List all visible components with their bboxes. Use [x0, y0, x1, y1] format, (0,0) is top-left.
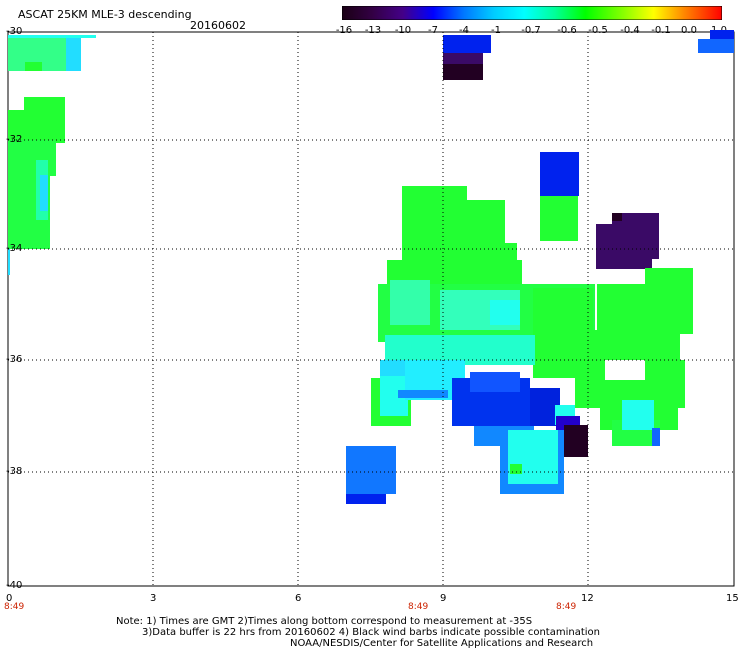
map-date: 20160602 — [190, 19, 246, 32]
data-patch — [8, 140, 56, 176]
colorbar-tick: -13 — [364, 25, 382, 36]
credit-line: NOAA/NESDIS/Center for Satellite Applica… — [290, 638, 594, 649]
colorbar-tick: -4 — [459, 25, 469, 36]
data-patch — [710, 30, 734, 39]
time-label: 8:49 — [556, 602, 577, 612]
colorbar-tick: -16 — [335, 25, 353, 36]
note-line-2: 3)Data buffer is 22 hrs from 20160602 4)… — [142, 627, 600, 638]
data-patch — [8, 35, 96, 38]
data-patch — [66, 38, 81, 71]
colorbar-tick: -0.5 — [588, 25, 608, 36]
time-label: 8:49 — [4, 602, 25, 612]
note-line-1: Note: 1) Times are GMT 2)Times along bot… — [116, 616, 533, 627]
data-patch — [540, 196, 578, 241]
lat-label: -32 — [6, 134, 23, 145]
lat-label: -34 — [6, 243, 23, 254]
data-patch — [443, 64, 483, 80]
data-patches — [8, 30, 734, 504]
data-patch — [8, 110, 65, 140]
data-patch — [612, 213, 622, 221]
lon-label: 0 — [6, 593, 13, 604]
map-title: ASCAT 25KM MLE-3 descending — [18, 8, 192, 21]
lon-label: 6 — [295, 593, 302, 604]
lon-label: 3 — [150, 593, 157, 604]
data-patch — [402, 186, 467, 266]
data-patch — [596, 224, 652, 269]
data-patch — [8, 249, 10, 275]
data-patch — [470, 372, 520, 392]
lat-label: -30 — [6, 26, 23, 37]
time-label: 8:49 — [408, 602, 429, 612]
data-patch — [346, 494, 386, 504]
lon-label: 15 — [726, 593, 739, 604]
data-patch — [490, 300, 520, 325]
data-patch — [390, 280, 430, 325]
colorbar-tick: -0.7 — [521, 25, 541, 36]
colorbar-tick: -10 — [394, 25, 412, 36]
lat-label: -38 — [6, 466, 23, 477]
lon-label: 9 — [440, 593, 447, 604]
data-patch — [605, 360, 645, 380]
data-patch — [588, 330, 680, 360]
colorbar-tick: -0.4 — [620, 25, 640, 36]
data-patch — [25, 62, 42, 71]
data-patch — [398, 390, 448, 398]
data-patch — [40, 175, 48, 211]
colorbar-tick: -1 — [491, 25, 501, 36]
data-patch — [443, 53, 483, 64]
data-patch — [467, 200, 505, 266]
plot-frame — [7, 31, 735, 587]
data-patch — [645, 268, 693, 334]
lon-label: 12 — [581, 593, 594, 604]
data-patch — [443, 35, 491, 53]
data-patch — [346, 446, 396, 494]
colorbar-tick: -0.1 — [651, 25, 671, 36]
grid-lines — [8, 32, 734, 586]
colorbar-tick: -7 — [428, 25, 438, 36]
data-patch — [652, 428, 660, 446]
data-patch — [380, 360, 410, 380]
data-patch — [622, 400, 654, 430]
colorbar-tick: -0.6 — [557, 25, 577, 36]
data-patch — [564, 425, 588, 457]
lat-label: -40 — [6, 580, 23, 591]
data-patch — [508, 430, 558, 484]
data-patch — [510, 464, 522, 474]
data-patch — [698, 39, 734, 53]
colorbar-tick: 0.0 — [681, 25, 697, 36]
lat-label: -36 — [6, 354, 23, 365]
data-patch — [540, 152, 579, 196]
colorbar — [342, 6, 722, 20]
